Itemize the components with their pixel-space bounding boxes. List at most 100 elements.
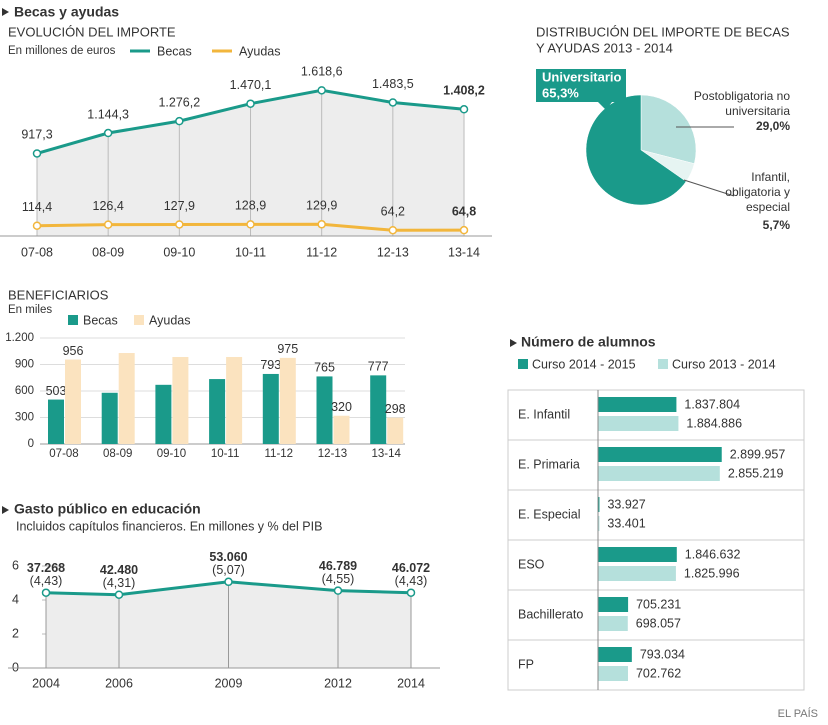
value-label: 128,9 xyxy=(235,199,266,213)
bar xyxy=(101,392,118,444)
value-label: 1.618,6 xyxy=(301,65,343,79)
category-label: ESO xyxy=(518,557,545,571)
point xyxy=(406,588,416,597)
value-label: 1.884.886 xyxy=(686,416,742,430)
x-tick-label: 08-09 xyxy=(92,245,124,259)
value-label: 127,9 xyxy=(164,199,195,213)
value-label: 975 xyxy=(277,342,298,356)
section-heading: Número de alumnos xyxy=(521,334,656,350)
bar xyxy=(598,616,628,631)
x-tick-label: 13-14 xyxy=(448,245,480,259)
callout-box xyxy=(536,69,626,102)
x-tick-label: 09-10 xyxy=(163,245,195,259)
x-tick-label: 10-11 xyxy=(235,245,266,259)
bar xyxy=(598,647,632,662)
chart-title: Y AYUDAS 2013 - 2014 xyxy=(536,40,673,55)
value-label: 503 xyxy=(46,384,67,398)
y-tick-label: 300 xyxy=(15,412,34,424)
value-label: 1.846.632 xyxy=(685,547,741,561)
slice-value: 65,3% xyxy=(542,85,579,100)
bar xyxy=(598,547,677,562)
category-label: E. Infantil xyxy=(518,407,570,421)
x-tick-label: 2009 xyxy=(215,676,243,690)
value-label: 1.837.804 xyxy=(684,397,740,411)
value-label: 298 xyxy=(385,402,406,416)
annotation: 46.072 xyxy=(392,561,430,575)
section-heading: Gasto público en educación xyxy=(14,501,201,517)
x-tick-label: 11-12 xyxy=(306,245,337,259)
value-label: 2.855.219 xyxy=(728,466,784,480)
legend-swatch xyxy=(134,315,144,325)
value-label: 64,2 xyxy=(381,205,405,219)
category-label: Bachillerato xyxy=(518,607,583,621)
bar xyxy=(598,666,628,681)
bar xyxy=(226,356,243,444)
bar xyxy=(598,497,600,512)
x-tick-label: 07-08 xyxy=(21,245,53,259)
legend-swatch xyxy=(68,315,78,325)
x-tick-label: 2006 xyxy=(105,676,133,690)
value-label: 320 xyxy=(331,400,352,414)
bar xyxy=(209,379,226,444)
value-label: 114,4 xyxy=(22,200,52,214)
category-label: E. Primaria xyxy=(518,457,580,471)
value-label: (4,31) xyxy=(103,576,136,590)
legend-label: Becas xyxy=(157,44,192,58)
point xyxy=(459,225,469,235)
value-label: (4,55) xyxy=(322,572,355,586)
bar xyxy=(598,447,722,462)
callout-pointer xyxy=(598,102,612,110)
legend-swatch xyxy=(658,359,668,369)
point xyxy=(388,225,398,235)
category-label: E. Especial xyxy=(518,507,581,521)
value-label: 129,9 xyxy=(306,199,337,213)
point xyxy=(333,586,343,595)
slice-value: 5,7% xyxy=(762,218,790,232)
x-tick-label: 08-09 xyxy=(103,448,132,460)
chart-title: BENEFICIARIOS xyxy=(8,287,109,302)
x-tick-label: 2012 xyxy=(324,676,352,690)
value-label: 2.899.957 xyxy=(730,447,786,461)
value-label: 33.401 xyxy=(607,516,645,530)
annotation: 37.268 xyxy=(27,561,65,575)
y-tick-label: 900 xyxy=(15,359,34,371)
value-label: (5,07) xyxy=(212,563,245,577)
source: EL PAÍS xyxy=(778,707,818,720)
x-tick-label: 12-13 xyxy=(318,448,347,460)
bar xyxy=(598,466,720,481)
x-tick-label: 12-13 xyxy=(377,245,409,259)
value-label: 1.144,3 xyxy=(87,107,129,121)
chart-subtitle: Incluidos capítulos financieros. En mill… xyxy=(16,519,322,533)
value-label: 765 xyxy=(314,361,335,375)
y-tick-label: 0 xyxy=(28,438,34,450)
value-label: 1.470,1 xyxy=(230,78,272,92)
annotation: 46.789 xyxy=(319,559,357,573)
bar xyxy=(598,416,679,431)
legend-label: Curso 2013 - 2014 xyxy=(672,357,776,371)
bar xyxy=(279,357,296,444)
value-label: 698.057 xyxy=(636,616,681,630)
value-label: 917,3 xyxy=(21,128,52,142)
y-tick-label: 6 xyxy=(12,558,19,572)
value-label: 956 xyxy=(63,344,84,358)
value-label: 1.408,2 xyxy=(443,84,485,98)
slice-label: Infantil, obligatoria y especial xyxy=(725,170,790,214)
value-label: 777 xyxy=(368,360,389,374)
bar xyxy=(118,353,135,444)
heading-marker xyxy=(2,506,9,514)
y-tick-label: 0 xyxy=(12,660,19,674)
value-label: 1.825.996 xyxy=(684,566,740,580)
legend-label: Curso 2014 - 2015 xyxy=(532,357,636,371)
slice-label: Universitario xyxy=(542,69,622,84)
y-tick-label: 2 xyxy=(12,626,19,640)
leader-line xyxy=(683,179,735,197)
heading-marker xyxy=(2,8,9,16)
value-label: (4,43) xyxy=(30,574,63,588)
point xyxy=(32,149,42,158)
point xyxy=(317,220,326,229)
bar xyxy=(370,375,387,444)
value-label: (4,43) xyxy=(395,574,428,588)
section-heading: Becas y ayudas xyxy=(14,4,119,20)
